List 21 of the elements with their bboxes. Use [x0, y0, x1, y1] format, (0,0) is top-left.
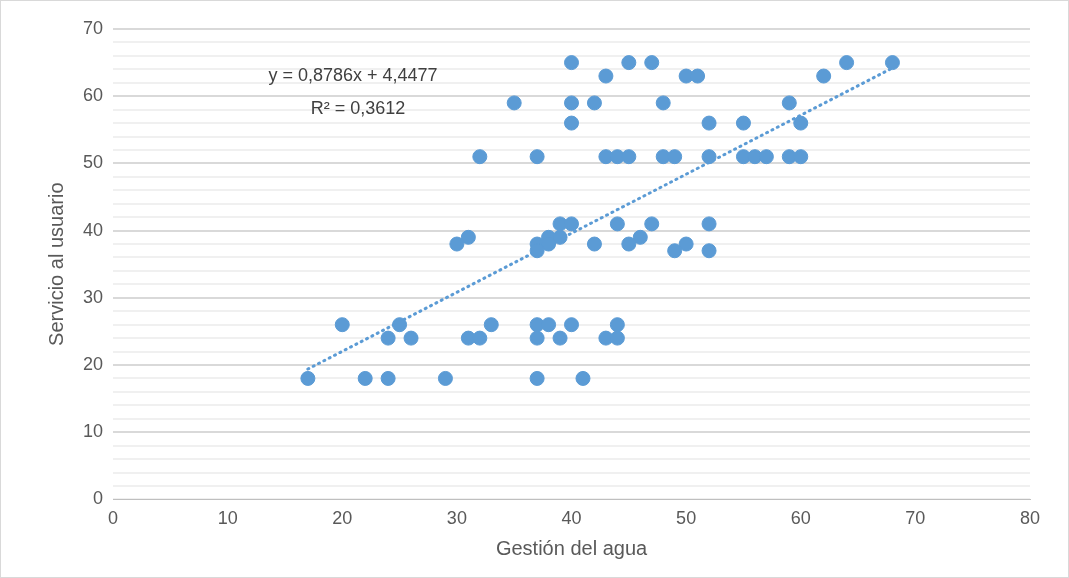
y-tick-label: 10 — [82, 421, 104, 442]
x-tick-label: 80 — [1019, 508, 1041, 529]
y-tick-label: 0 — [93, 488, 104, 509]
annotation: R² = 0,3612 — [310, 98, 406, 118]
x-axis-title: Gestión del agua — [495, 536, 648, 559]
x-tick-label: 0 — [108, 508, 119, 529]
x-tick-label: 10 — [217, 508, 238, 529]
y-tick-label: 70 — [82, 17, 104, 38]
x-tick-label: 20 — [332, 508, 353, 529]
y-tick-label: 20 — [82, 353, 104, 374]
y-tick-label: 50 — [82, 152, 104, 173]
x-tick-label: 30 — [446, 508, 467, 529]
x-tick-label: 70 — [905, 508, 926, 529]
y-tick-label: 60 — [82, 85, 104, 106]
x-tick-label: 50 — [676, 508, 697, 529]
x-tick-label: 60 — [790, 508, 811, 529]
x-tick-label: 40 — [561, 508, 582, 529]
y-axis-title: Servicio al usuario — [44, 182, 67, 346]
y-tick-label: 30 — [82, 286, 104, 307]
annotation: y = 0,8786x + 4,4477 — [268, 65, 438, 85]
y-tick-label: 40 — [82, 219, 104, 240]
